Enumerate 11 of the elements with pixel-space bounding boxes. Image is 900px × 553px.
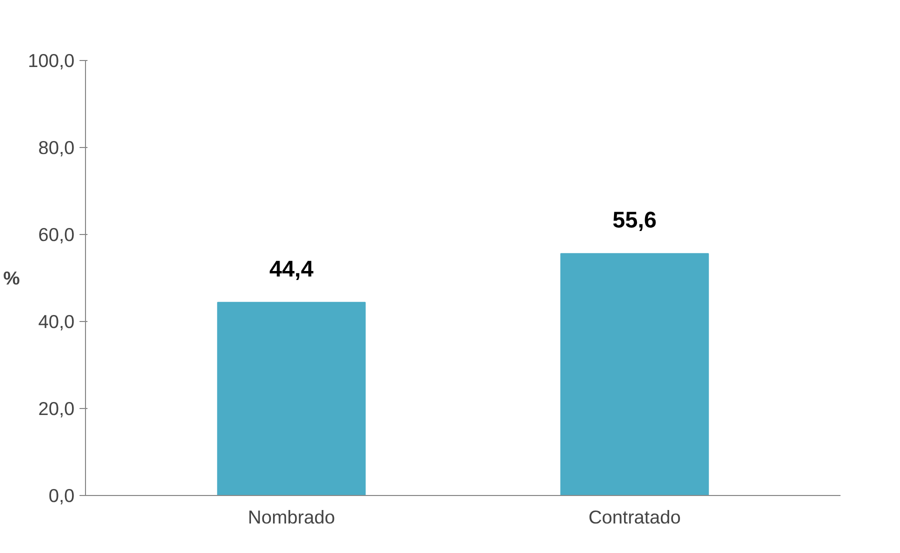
y-tick-label: 20,0 <box>38 398 74 419</box>
y-tick-label: 80,0 <box>38 137 74 158</box>
y-tick-label: 0,0 <box>48 485 75 506</box>
data-label: 55,6 <box>612 206 657 233</box>
x-tick-label: Contratado <box>588 506 681 528</box>
data-label: 44,4 <box>269 255 314 282</box>
x-tick-label: Nombrado <box>248 506 335 528</box>
y-tick-label: 100,0 <box>28 50 74 71</box>
y-tick-label: 60,0 <box>38 224 74 245</box>
y-axis-title: % <box>3 268 20 288</box>
y-tick-label: 40,0 <box>38 311 74 332</box>
